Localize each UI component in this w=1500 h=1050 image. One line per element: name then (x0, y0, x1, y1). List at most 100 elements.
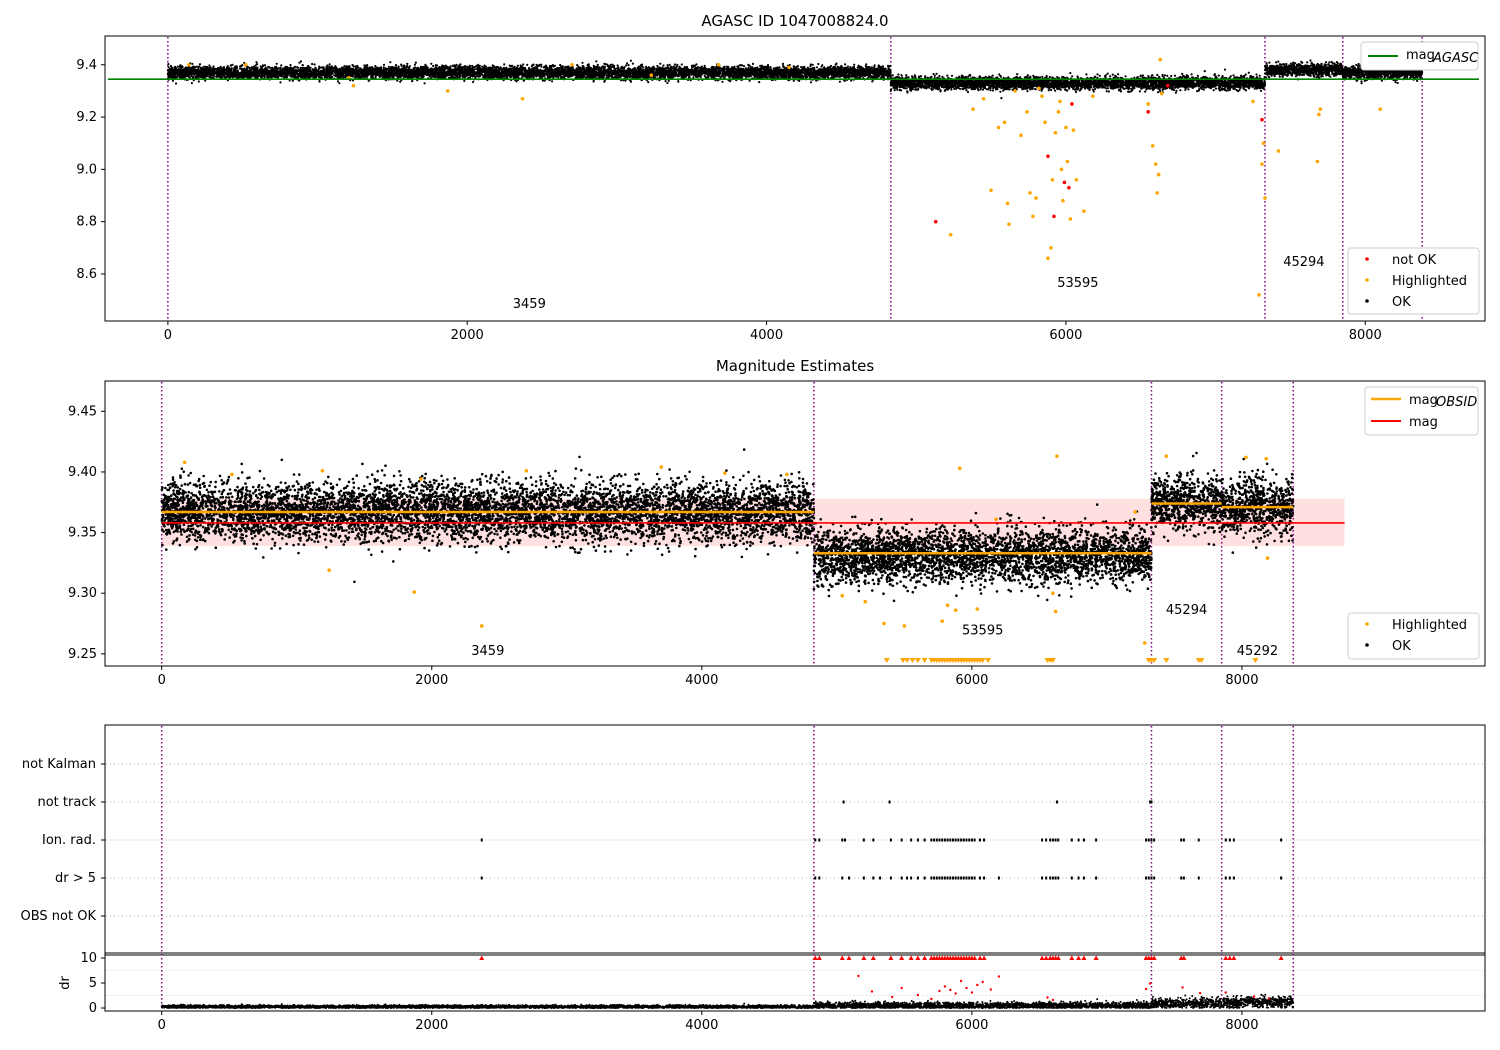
p1-ok-point (781, 62, 785, 65)
p1-ok-point (680, 63, 683, 66)
p1-ok-point (581, 61, 584, 64)
p1-ok-point (691, 66, 694, 69)
p1-ytick-label-9.0: 9.0 (76, 162, 97, 177)
p1-ok-point (767, 75, 771, 78)
p1-ok-point (625, 62, 629, 65)
p1-ok-point (609, 66, 612, 69)
p1-ok-point (204, 75, 207, 78)
p1-ok-point (595, 60, 598, 63)
p1-ok-point (279, 81, 282, 84)
p1-ok-point (852, 65, 856, 69)
p1-xtick-label-4000: 4000 (750, 328, 783, 343)
p1-ok-point (667, 79, 670, 82)
p1-ok-point (400, 63, 403, 66)
p1-ok-point (344, 76, 347, 79)
p1-ok-point (703, 64, 706, 67)
p1-xtick-label-0: 0 (164, 328, 172, 343)
p1-ok-point (652, 69, 655, 72)
p1-ok-point (387, 65, 390, 68)
p1-xtick-label-6000: 6000 (1049, 328, 1082, 343)
p1-ok-point (392, 66, 395, 69)
p1-ok-point (815, 66, 819, 69)
p1-ok-point (748, 79, 751, 82)
p1-ok-point (662, 64, 665, 67)
p1-ok-point (820, 65, 823, 68)
p1-ok-point (844, 63, 847, 66)
p1-ok-point (616, 64, 619, 67)
p1-ok-point (581, 64, 584, 68)
p1-ok-point (397, 65, 400, 68)
p1-ok-point (341, 66, 344, 70)
p1-ok-point (190, 81, 193, 85)
p1-xtick-label-2000: 2000 (451, 328, 484, 343)
p1-ok-point (289, 63, 292, 67)
p1-ok-point (721, 67, 724, 70)
p1-ok-point (606, 63, 609, 66)
p1-ok-point (870, 66, 874, 69)
p1-ok-point (230, 67, 233, 70)
p1-ok-point (254, 64, 257, 67)
p1-ok-point (792, 79, 795, 82)
p1-ok-point (208, 64, 211, 67)
p1-ok-point (343, 65, 346, 68)
p1-ok-point (170, 66, 173, 69)
panel-1-title: AGASC ID 1047008824.0 (701, 12, 888, 30)
p1-xtick-label-8000: 8000 (1349, 328, 1382, 343)
p1-ok-point (811, 63, 814, 66)
p1-ok-point (301, 63, 304, 67)
p1-ok-point (338, 82, 341, 85)
p1-ok-point (174, 82, 178, 85)
p1-ok-point (817, 62, 820, 66)
p1-ok-point (394, 64, 398, 67)
p1-ok-point (798, 79, 801, 82)
p1-ok-point (627, 64, 630, 67)
p1-ok-point (351, 63, 354, 67)
p1-ok-point (611, 63, 614, 66)
p1-ok-point (472, 80, 475, 84)
p1-ok-point (296, 76, 299, 79)
p1-ok-point (551, 80, 554, 83)
p1-ok-point (459, 63, 462, 66)
p1-ok-point (647, 81, 650, 84)
p1-ytick-label-9.4: 9.4 (76, 58, 97, 73)
p1-ok-point (719, 72, 722, 75)
p1-ok-point (382, 66, 385, 69)
p1-ok-point (167, 63, 170, 66)
p1-ok-point (666, 81, 669, 85)
p1-ok-point (809, 81, 813, 84)
p1-ok-point (328, 63, 331, 66)
p1-ytick-label-8.6: 8.6 (76, 267, 97, 282)
p1-ok-point (769, 66, 772, 69)
p1-ok-point (176, 65, 179, 68)
panel-1-plot-area: 0 2000 4000 6000 80008.68.89.09.29.434595359… (76, 37, 1480, 343)
p1-ok-point (402, 75, 406, 79)
p1-ok-point (850, 79, 853, 82)
p1-ok-point (668, 63, 671, 66)
agasc-magnitude-panel: AGASC ID 1047008824.0 0 2000 4000 6000 8000 8… (76, 12, 1486, 343)
p1-ok-point (788, 63, 791, 67)
p1-ok-point (503, 63, 506, 66)
p1-ok-point (673, 63, 677, 66)
p1-ok-point (834, 63, 837, 66)
p1-ok-point (432, 64, 435, 68)
p1-ytick-label-9.2: 9.2 (76, 110, 97, 125)
p1-ok-point (268, 66, 271, 69)
p1-ok-point (309, 66, 312, 69)
p1-ok-point (659, 62, 662, 65)
p1-ok-point (311, 62, 314, 66)
p1-ok-point (336, 80, 340, 83)
p1-ok-point (747, 63, 750, 66)
p1-ytick-label-8.8: 8.8 (76, 215, 97, 230)
p1-ok-point (596, 63, 599, 66)
p1-ok-point (629, 59, 633, 62)
p1-ok-point (206, 65, 209, 69)
p1-ok-point (366, 64, 369, 67)
p1-ok-point (227, 75, 230, 78)
p1-ok-point (275, 62, 278, 65)
p1-ok-point (435, 64, 439, 67)
p1-ok-point (413, 63, 416, 66)
p1-ok-point (751, 62, 755, 65)
p1-ok-point (197, 80, 200, 83)
p1-ok-point (389, 61, 392, 64)
